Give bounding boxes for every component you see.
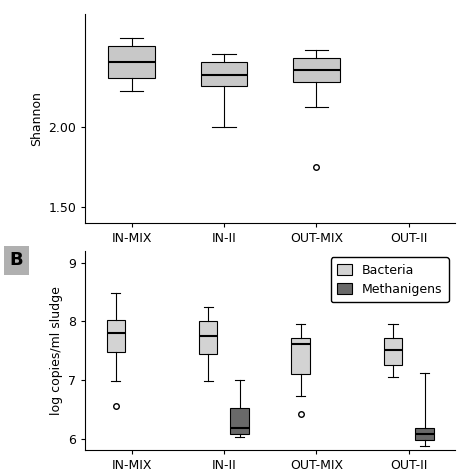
PathPatch shape xyxy=(109,46,155,78)
PathPatch shape xyxy=(199,321,218,354)
Text: B: B xyxy=(9,251,23,269)
Y-axis label: log copies/ml sludge: log copies/ml sludge xyxy=(50,286,63,415)
PathPatch shape xyxy=(107,320,125,352)
PathPatch shape xyxy=(201,63,247,86)
PathPatch shape xyxy=(292,338,310,374)
PathPatch shape xyxy=(230,408,249,434)
Legend: Bacteria, Methanigens: Bacteria, Methanigens xyxy=(331,257,449,302)
PathPatch shape xyxy=(293,57,339,82)
PathPatch shape xyxy=(384,338,402,365)
PathPatch shape xyxy=(415,428,434,440)
Y-axis label: Shannon: Shannon xyxy=(30,91,43,146)
